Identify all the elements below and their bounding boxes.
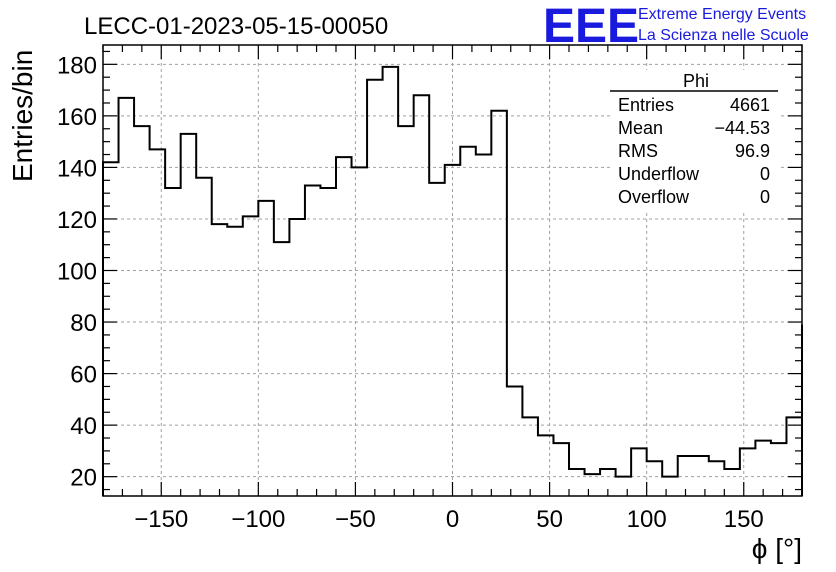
stats-title: Phi xyxy=(683,71,709,91)
y-tick-label: 140 xyxy=(57,155,97,182)
axis-ticks xyxy=(102,45,803,496)
stats-box: Phi Entries 4661 Mean −44.53 RMS 96.9 Un… xyxy=(610,70,778,212)
x-tick-label: −50 xyxy=(335,506,376,533)
stats-underflow-value: 0 xyxy=(760,164,770,184)
stats-mean-label: Mean xyxy=(618,118,663,138)
stats-overflow-value: 0 xyxy=(760,187,770,207)
y-tick-label: 160 xyxy=(57,104,97,131)
x-tick-label: 50 xyxy=(536,506,563,533)
stats-entries-label: Entries xyxy=(618,95,674,115)
logo-line-2: La Scienza nelle Scuole xyxy=(638,27,809,44)
histogram-series xyxy=(102,65,803,496)
y-tick-label: 100 xyxy=(57,259,97,286)
x-tick-label: 150 xyxy=(724,506,764,533)
eee-logo-mark: EEE xyxy=(543,0,639,53)
stats-rms-label: RMS xyxy=(618,141,658,161)
x-tick-label: −150 xyxy=(134,506,188,533)
grid-lines xyxy=(103,45,802,496)
eee-logo: EEE Extreme Energy Events La Scienza nel… xyxy=(543,0,809,53)
x-tick-label: −100 xyxy=(231,506,285,533)
chart-title: LECC-01-2023-05-15-00050 xyxy=(84,13,388,40)
logo-line-1: Extreme Energy Events xyxy=(638,6,806,23)
stats-rms-value: 96.9 xyxy=(735,141,770,161)
stats-box-background xyxy=(610,70,778,212)
x-tick-label: 0 xyxy=(446,506,459,533)
x-axis-label: ϕ [°] xyxy=(752,533,802,564)
axis-tick-labels: −150 −100 −50 0 50 100 150 20 40 60 80 100 120 140 160… xyxy=(57,52,764,533)
stats-mean-value: −44.53 xyxy=(714,118,770,138)
y-tick-label: 60 xyxy=(70,362,97,389)
y-tick-label: 120 xyxy=(57,207,97,234)
stats-entries-value: 4661 xyxy=(730,95,770,115)
y-tick-label: 180 xyxy=(57,52,97,79)
stats-underflow-label: Underflow xyxy=(618,164,700,184)
y-tick-label: 80 xyxy=(70,310,97,337)
stats-overflow-label: Overflow xyxy=(618,187,690,207)
y-tick-label: 40 xyxy=(70,413,97,440)
x-tick-label: 100 xyxy=(627,506,667,533)
y-tick-label: 20 xyxy=(70,465,97,492)
y-axis-label: Entries/bin xyxy=(7,50,38,182)
